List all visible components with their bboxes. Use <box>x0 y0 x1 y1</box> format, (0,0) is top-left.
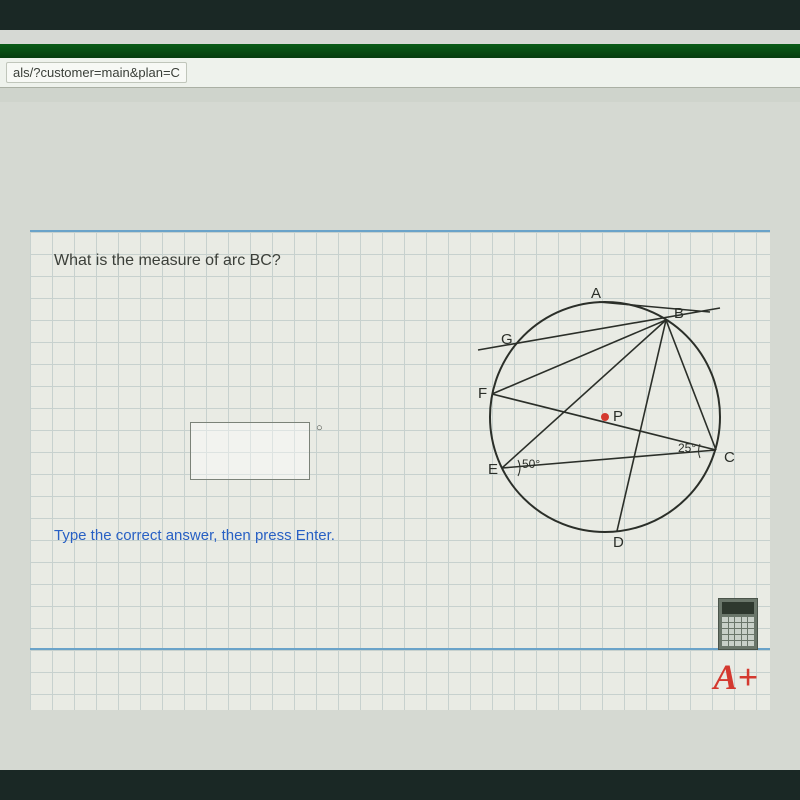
toolbar-strip <box>0 88 800 102</box>
calculator-keys-icon <box>722 617 754 646</box>
svg-text:F: F <box>478 385 487 402</box>
brand-logo: A+ <box>713 656 758 698</box>
window-title-bar <box>0 44 800 58</box>
svg-text:B: B <box>674 305 684 322</box>
divider-line <box>30 648 770 650</box>
svg-text:G: G <box>501 331 513 348</box>
answer-unit: ○ <box>316 422 323 434</box>
svg-text:A: A <box>591 285 601 302</box>
calculator-button[interactable] <box>718 598 758 650</box>
svg-text:E: E <box>488 461 498 478</box>
worksheet-panel: What is the measure of arc BC? ○ Type th… <box>30 230 770 710</box>
svg-text:D: D <box>613 534 624 551</box>
url-text: als/?customer=main&plan=C <box>6 62 187 83</box>
svg-text:50°: 50° <box>522 457 540 471</box>
svg-text:P: P <box>613 408 623 425</box>
address-bar[interactable]: als/?customer=main&plan=C <box>0 58 800 88</box>
geometry-diagram: P A B C D E F G 50° 25° <box>460 272 750 562</box>
svg-text:25°: 25° <box>678 441 696 455</box>
question-text: What is the measure of arc BC? <box>54 252 281 270</box>
svg-text:C: C <box>724 449 735 466</box>
instruction-text: Type the correct answer, then press Ente… <box>54 527 335 544</box>
calculator-screen-icon <box>722 602 754 614</box>
answer-input[interactable] <box>190 422 310 480</box>
